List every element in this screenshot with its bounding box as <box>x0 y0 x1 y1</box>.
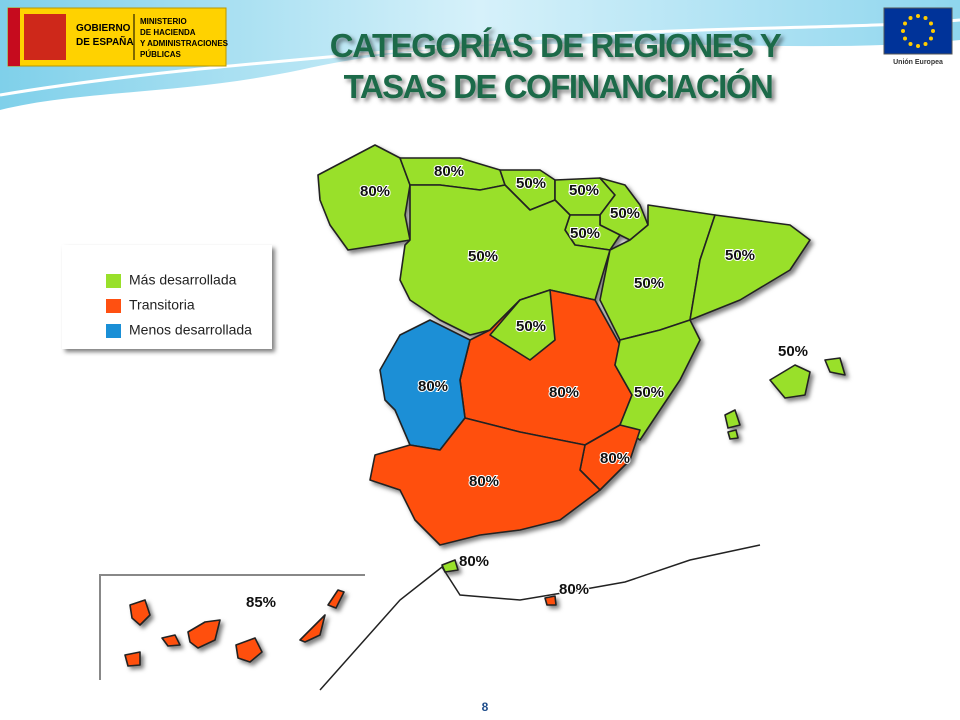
eu-star <box>916 14 920 18</box>
region-label: 50% <box>569 182 599 199</box>
coat-of-arms <box>24 14 66 60</box>
legend-label: Transitoria <box>129 297 195 313</box>
region <box>124 651 141 667</box>
legend-label: Más desarrollada <box>129 272 237 288</box>
eu-star <box>903 21 908 26</box>
region <box>614 319 701 441</box>
eu-star <box>928 36 933 41</box>
region-label: 80% <box>469 473 499 490</box>
region <box>235 637 263 663</box>
eu-star <box>908 16 913 21</box>
region <box>299 614 326 643</box>
logo-left: GOBIERNO DE ESPAÑA MINISTERIO DE HACIEND… <box>7 7 229 67</box>
eu-star <box>901 29 905 33</box>
region-label: 50% <box>634 384 664 401</box>
region <box>727 429 739 440</box>
legend: Más desarrollada Transitoria Menos desarro… <box>62 245 272 349</box>
region-label: 80% <box>360 183 390 200</box>
canarias-frame <box>99 574 365 680</box>
header-band <box>0 0 960 110</box>
legend-swatch <box>106 324 121 338</box>
eu-star <box>916 44 920 48</box>
page-number: 8 <box>482 700 489 714</box>
eu-star <box>931 29 935 33</box>
ministry-line: MINISTERIO <box>140 17 187 26</box>
legend-box <box>62 245 272 349</box>
region-label: 80% <box>459 553 489 570</box>
region-label: 80% <box>434 163 464 180</box>
eu-logo: Unión Europea <box>883 7 953 66</box>
eu-star <box>923 41 928 46</box>
region-label: 50% <box>516 318 546 335</box>
region-label: 50% <box>634 275 664 292</box>
region <box>327 589 345 609</box>
eu-star <box>908 41 913 46</box>
region-label: 50% <box>725 247 755 264</box>
region <box>489 289 556 361</box>
legend-swatch <box>106 274 121 288</box>
logo-line: GOBIERNO <box>76 23 131 34</box>
region <box>724 409 741 429</box>
region <box>369 417 601 546</box>
legend-label: Menos desarrollada <box>129 322 252 338</box>
region <box>399 184 611 336</box>
region-label: 80% <box>549 384 579 401</box>
legend-swatch <box>106 299 121 313</box>
ministry-line: PÚBLICAS <box>140 50 182 59</box>
region <box>689 214 811 321</box>
region-label: 50% <box>570 225 600 242</box>
region-label: 80% <box>600 450 630 467</box>
region-label: 85% <box>246 594 276 611</box>
map <box>124 144 846 667</box>
ministry-line: DE HACIENDA <box>140 28 196 37</box>
title-line: TASAS DE COFINANCIACIÓN <box>344 68 773 105</box>
region <box>824 357 846 376</box>
eu-star <box>928 21 933 26</box>
logo-line: DE ESPAÑA <box>76 35 134 48</box>
region-label: 50% <box>610 205 640 222</box>
title-line: CATEGORÍAS DE REGIONES Y <box>330 27 782 64</box>
eu-star <box>903 36 908 41</box>
region <box>187 619 221 649</box>
region <box>129 599 151 626</box>
region <box>161 634 181 647</box>
region-label: 50% <box>516 175 546 192</box>
header-swoosh <box>0 18 960 97</box>
region <box>769 364 811 399</box>
ministry-line: Y ADMINISTRACIONES <box>140 39 229 48</box>
coastline <box>319 544 761 691</box>
region-label: 50% <box>778 343 808 360</box>
region-label: 80% <box>559 581 589 598</box>
region-label: 50% <box>468 248 498 265</box>
region <box>544 595 557 606</box>
region-label: 80% <box>418 378 448 395</box>
eu-star <box>923 16 928 21</box>
eu-label: Unión Europea <box>893 59 943 66</box>
